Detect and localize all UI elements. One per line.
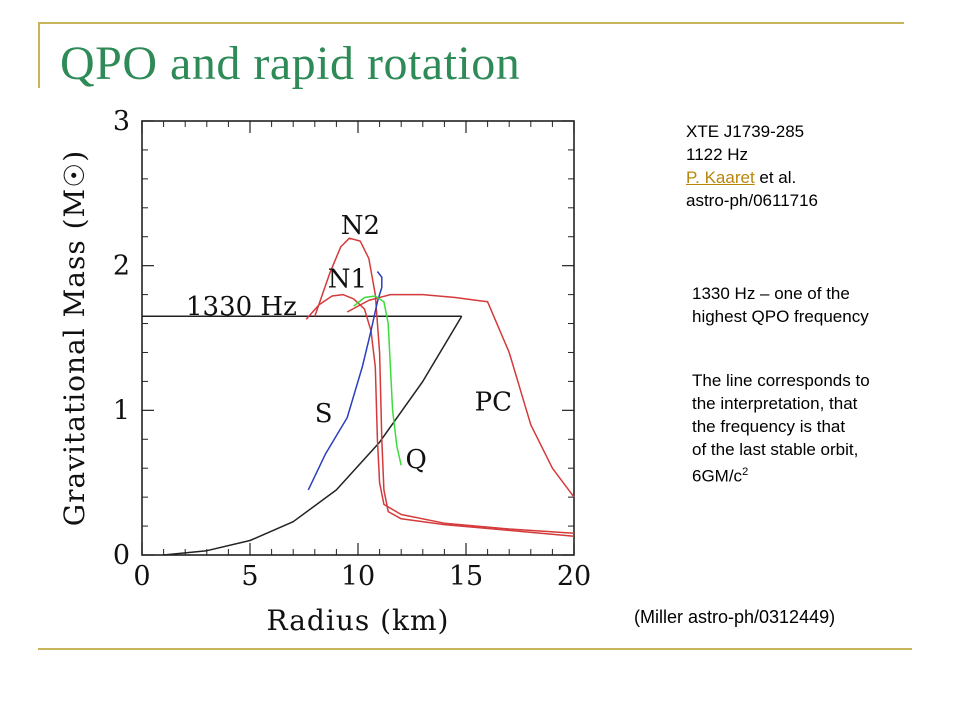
curve-annotation: PC [475, 387, 512, 417]
y-tick-label: 0 [113, 540, 130, 571]
series-eos-q [353, 295, 402, 466]
plot-frame [141, 120, 575, 556]
orbit-formula: 6GM/c [692, 466, 743, 486]
series-last-stable-orbit [163, 315, 463, 556]
curve-annotation: Q [406, 445, 427, 475]
x-tick-label: 20 [557, 561, 591, 592]
y-axis-label: Gravitational Mass (M☉) [58, 150, 91, 526]
interpretation-line-5: 6GM/c2 [692, 461, 870, 488]
x-axis-label: Radius (km) [267, 604, 450, 637]
curve-annotation: N1 [328, 264, 367, 294]
curve-annotation: 1330 Hz [186, 292, 297, 322]
source-author-line: P. Kaaret et al. [686, 166, 818, 189]
bottom-rule [38, 648, 912, 650]
series-eos-n1 [305, 293, 575, 535]
qpo-notes: 1330 Hz – one of the highest QPO frequen… [692, 282, 869, 328]
interpretation-line-1: The line corresponds to [692, 371, 870, 390]
interpretation-notes: The line corresponds to the interpretati… [692, 369, 870, 488]
source-reference: astro-ph/0611716 [686, 191, 819, 210]
y-tick-label: 1 [113, 395, 130, 426]
source-object: XTE J1739-285 [686, 122, 805, 141]
interpretation-line-2: the interpretation, that [692, 394, 858, 413]
curve-annotation: N2 [341, 211, 380, 241]
interpretation-line-4: of the last stable orbit, [692, 440, 859, 459]
orbit-formula-exponent: 2 [742, 466, 749, 478]
series-eos-n2 [314, 237, 575, 537]
curve-annotation: S [315, 399, 333, 429]
y-tick-label: 3 [113, 106, 130, 137]
interpretation-line-3: the frequency is that [692, 417, 846, 436]
y-tick-label: 2 [113, 251, 130, 282]
x-tick-label: 15 [449, 561, 483, 592]
x-tick-label: 5 [241, 561, 258, 592]
x-tick-label: 10 [341, 561, 375, 592]
source-notes: XTE J1739-285 1122 Hz P. Kaaret et al. a… [686, 120, 818, 212]
top-rule [38, 22, 904, 24]
left-rule [38, 22, 40, 88]
author-suffix: et al. [754, 168, 797, 187]
qpo-note-line-1: 1330 Hz – one of the [692, 284, 850, 303]
source-frequency: 1122 Hz [686, 145, 749, 164]
series-eos-s [307, 271, 383, 491]
qpo-note-line-2: highest QPO frequency [692, 307, 869, 326]
series-eos-pc [346, 293, 575, 498]
author-link[interactable]: P. Kaaret [686, 168, 755, 187]
figure-credit: (Miller astro-ph/0312449) [634, 607, 836, 627]
slide-title: QPO and rapid rotation [60, 37, 521, 90]
x-tick-label: 0 [133, 561, 150, 592]
